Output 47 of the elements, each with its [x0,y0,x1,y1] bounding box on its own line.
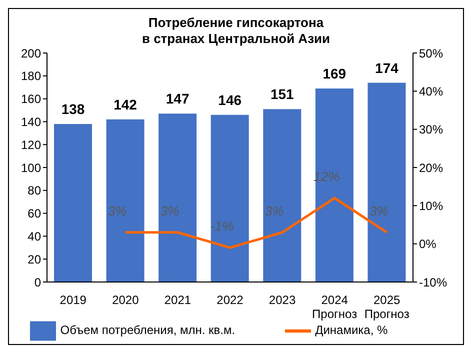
y2-tick-label: 20% [419,160,444,175]
data-label: 138 [61,100,85,117]
x-tick-label: 2023 [268,293,296,307]
data-label: 151 [270,86,294,102]
data-label: 147 [166,90,190,107]
x-tick-label: 2022 [216,293,244,307]
y-tick-label: 160 [20,92,42,106]
data-label: 3% [108,203,127,218]
x-tick-label: 2021 [164,293,192,307]
y-tick-label: 180 [20,69,42,84]
data-label: 3% [264,203,284,218]
data-label: 169 [322,65,346,82]
legend-label: Объем потребления, млн. кв.м. [60,323,236,338]
x-tick-label: 2020 [112,293,140,307]
data-label: -1% [210,218,234,234]
y-tick-label: 0 [34,275,42,290]
y-tick-label: 40 [28,229,42,244]
y-tick-label: 20 [28,252,42,266]
bar [54,124,92,282]
y2-tick-label: 30% [419,122,444,137]
x-tick-label: 2019 [60,293,87,307]
bar [368,82,406,282]
y2-tick-label: 50% [419,46,444,60]
y-tick-label: 60 [28,206,42,221]
x-tick-label: 2024 Прогноз [312,293,358,321]
x-tick-label: 2025 Прогноз [364,293,410,321]
y-tick-label: 120 [20,138,42,152]
y-tick-label: 140 [20,114,42,129]
data-label: 174 [375,60,399,76]
y-tick-label: 80 [28,184,42,198]
legend-label: Динамика, % [315,323,388,338]
y-tick-label: 100 [20,160,42,175]
y2-tick-label: 0% [419,237,437,252]
y2-tick-label: 10% [419,198,444,213]
y2-tick-label: 40% [419,84,444,98]
bar [106,119,144,282]
bar [158,114,197,282]
bar [210,114,249,282]
data-label: 3% [160,203,180,218]
data-label: 142 [114,96,138,112]
chart-title: Потребление гипсокартона в странах Центральной Азии [140,14,332,47]
bar [315,88,354,282]
data-label: 146 [218,92,242,108]
bar [263,109,302,282]
y2-tick-label: -10% [419,275,448,290]
y-tick-label: 200 [20,46,42,60]
data-label: 3% [369,203,388,218]
